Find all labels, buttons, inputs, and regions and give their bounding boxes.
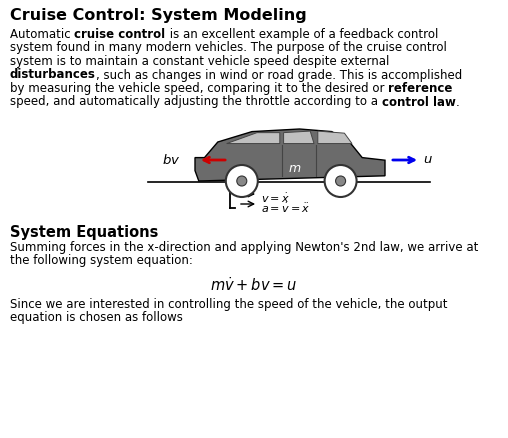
PathPatch shape xyxy=(195,130,385,182)
Text: system found in many modern vehicles. The purpose of the cruise control: system found in many modern vehicles. Th… xyxy=(10,42,447,54)
Text: $m$: $m$ xyxy=(289,162,302,175)
Text: disturbances: disturbances xyxy=(10,68,96,81)
Text: .: . xyxy=(456,95,459,108)
Circle shape xyxy=(226,166,258,198)
Circle shape xyxy=(336,177,345,187)
Polygon shape xyxy=(227,133,280,144)
Text: cruise control: cruise control xyxy=(74,28,166,41)
Circle shape xyxy=(237,177,247,187)
Text: Automatic: Automatic xyxy=(10,28,74,41)
Polygon shape xyxy=(283,132,314,144)
Text: , such as changes in wind or road grade. This is accomplished: , such as changes in wind or road grade.… xyxy=(96,68,462,81)
Text: speed, and automatically adjusting the throttle according to a: speed, and automatically adjusting the t… xyxy=(10,95,382,108)
Circle shape xyxy=(325,166,357,198)
Text: Since we are interested in controlling the speed of the vehicle, the output: Since we are interested in controlling t… xyxy=(10,297,448,310)
Text: $bv$: $bv$ xyxy=(162,153,180,166)
Text: equation is chosen as follows: equation is chosen as follows xyxy=(10,311,183,324)
Text: $u$: $u$ xyxy=(423,153,433,166)
Polygon shape xyxy=(318,132,352,144)
Text: $m\dot{v} + bv = u$: $m\dot{v} + bv = u$ xyxy=(210,276,298,293)
Text: system is to maintain a constant vehicle speed despite external: system is to maintain a constant vehicle… xyxy=(10,55,389,68)
Text: is an excellent example of a feedback control: is an excellent example of a feedback co… xyxy=(166,28,438,41)
Text: $a = \dot{v} = \ddot{x}$: $a = \dot{v} = \ddot{x}$ xyxy=(261,201,310,215)
Text: reference: reference xyxy=(388,82,453,95)
Text: the following system equation:: the following system equation: xyxy=(10,254,193,267)
Text: System Equations: System Equations xyxy=(10,225,158,240)
Text: Cruise Control: System Modeling: Cruise Control: System Modeling xyxy=(10,8,307,23)
Text: control law: control law xyxy=(382,95,456,108)
Text: by measuring the vehicle speed, comparing it to the desired or: by measuring the vehicle speed, comparin… xyxy=(10,82,388,95)
Text: Summing forces in the x-direction and applying Newton's 2nd law, we arrive at: Summing forces in the x-direction and ap… xyxy=(10,240,479,254)
Text: $v = \dot{x}$: $v = \dot{x}$ xyxy=(261,191,290,205)
